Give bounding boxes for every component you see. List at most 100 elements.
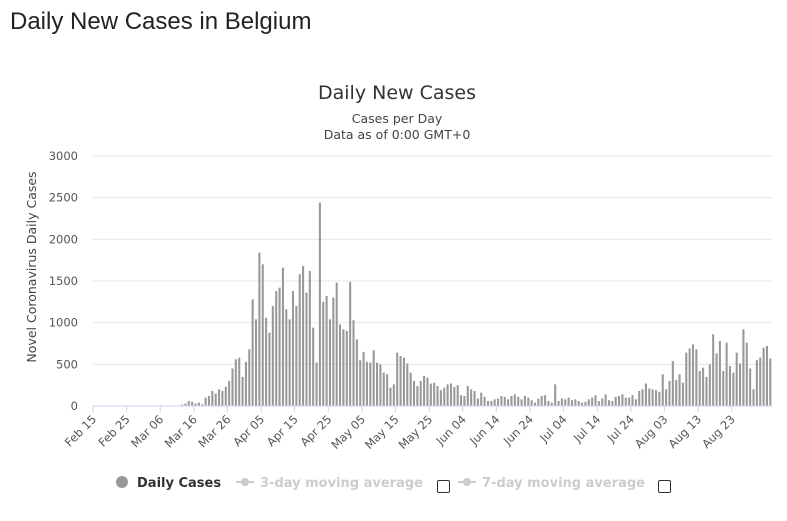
toggle-3-day-average-checkbox[interactable] <box>437 480 450 493</box>
daily-cases-bar[interactable] <box>588 399 590 406</box>
daily-cases-bar[interactable] <box>238 358 240 406</box>
daily-cases-bar[interactable] <box>591 398 593 406</box>
daily-cases-bar[interactable] <box>480 393 482 406</box>
daily-cases-bar[interactable] <box>373 350 375 406</box>
daily-cases-bar[interactable] <box>473 391 475 406</box>
daily-cases-bar[interactable] <box>578 401 580 406</box>
daily-cases-bar[interactable] <box>531 400 533 406</box>
daily-cases-bar[interactable] <box>682 383 684 406</box>
daily-cases-bar[interactable] <box>352 320 354 406</box>
daily-cases-bar[interactable] <box>252 299 254 406</box>
daily-cases-bar[interactable] <box>292 291 294 406</box>
daily-cases-bar[interactable] <box>510 396 512 406</box>
daily-cases-bar[interactable] <box>447 384 449 406</box>
daily-cases-bar[interactable] <box>689 349 691 407</box>
daily-cases-bar[interactable] <box>426 378 428 406</box>
daily-cases-bar[interactable] <box>504 397 506 406</box>
daily-cases-bar[interactable] <box>339 324 341 406</box>
daily-cases-bar[interactable] <box>366 362 368 406</box>
daily-cases-bar[interactable] <box>763 348 765 406</box>
daily-cases-bar[interactable] <box>322 302 324 406</box>
legend-item-daily-cases[interactable]: Daily Cases <box>116 476 221 491</box>
daily-cases-bar[interactable] <box>315 363 317 406</box>
daily-cases-bar[interactable] <box>709 364 711 406</box>
daily-cases-bar[interactable] <box>618 396 620 406</box>
daily-cases-bar[interactable] <box>279 288 281 406</box>
daily-cases-bar[interactable] <box>547 401 549 406</box>
daily-cases-bar[interactable] <box>215 394 217 407</box>
daily-cases-bar[interactable] <box>527 398 529 406</box>
daily-cases-bar[interactable] <box>285 309 287 406</box>
legend-item-7-day-average[interactable]: 7-day moving average <box>458 476 645 491</box>
daily-cases-bar[interactable] <box>722 371 724 406</box>
daily-cases-bar[interactable] <box>275 291 277 406</box>
daily-cases-bar[interactable] <box>228 381 230 406</box>
daily-cases-bar[interactable] <box>517 397 519 406</box>
daily-cases-bar[interactable] <box>484 397 486 406</box>
daily-cases-bar[interactable] <box>403 358 405 406</box>
daily-cases-bar[interactable] <box>568 398 570 406</box>
daily-cases-bar[interactable] <box>742 329 744 406</box>
daily-cases-bar[interactable] <box>608 400 610 406</box>
daily-cases-bar[interactable] <box>558 401 560 406</box>
daily-cases-bar[interactable] <box>235 359 237 406</box>
daily-cases-bar[interactable] <box>679 374 681 406</box>
daily-cases-bar[interactable] <box>732 373 734 406</box>
daily-cases-bar[interactable] <box>766 346 768 406</box>
daily-cases-bar[interactable] <box>460 395 462 406</box>
daily-cases-bar[interactable] <box>221 391 223 406</box>
daily-cases-bar[interactable] <box>430 384 432 407</box>
daily-cases-bar[interactable] <box>695 349 697 406</box>
toggle-7-day-average-checkbox[interactable] <box>658 480 671 493</box>
daily-cases-bar[interactable] <box>272 306 274 406</box>
daily-cases-bar[interactable] <box>752 389 754 406</box>
daily-cases-bar[interactable] <box>393 384 395 406</box>
daily-cases-bar[interactable] <box>594 395 596 406</box>
daily-cases-bar[interactable] <box>605 394 607 406</box>
daily-cases-bar[interactable] <box>440 390 442 406</box>
daily-cases-bar[interactable] <box>312 328 314 406</box>
daily-cases-bar[interactable] <box>705 377 707 406</box>
daily-cases-bar[interactable] <box>262 264 264 406</box>
daily-cases-bar[interactable] <box>477 399 479 407</box>
daily-cases-bar[interactable] <box>413 381 415 406</box>
daily-cases-bar[interactable] <box>302 266 304 406</box>
daily-cases-bar[interactable] <box>584 402 586 406</box>
daily-cases-bar[interactable] <box>490 401 492 406</box>
daily-cases-bar[interactable] <box>668 381 670 406</box>
daily-cases-bar[interactable] <box>675 380 677 406</box>
daily-cases-bar[interactable] <box>635 399 637 406</box>
daily-cases-bar[interactable] <box>537 399 539 407</box>
daily-cases-bar[interactable] <box>672 361 674 406</box>
daily-cases-bar[interactable] <box>231 369 233 407</box>
daily-cases-bar[interactable] <box>554 384 556 406</box>
daily-cases-bar[interactable] <box>379 364 381 406</box>
daily-cases-bar[interactable] <box>564 399 566 406</box>
daily-cases-bar[interactable] <box>289 319 291 406</box>
daily-cases-bar[interactable] <box>386 374 388 406</box>
daily-cases-bar[interactable] <box>437 386 439 406</box>
daily-cases-bar[interactable] <box>487 401 489 406</box>
daily-cases-bar[interactable] <box>665 389 667 406</box>
daily-cases-bar[interactable] <box>188 401 190 406</box>
daily-cases-bar[interactable] <box>712 334 714 406</box>
daily-cases-bar[interactable] <box>638 391 640 406</box>
daily-cases-bar[interactable] <box>282 268 284 406</box>
daily-cases-bar[interactable] <box>736 353 738 406</box>
daily-cases-bar[interactable] <box>329 319 331 406</box>
daily-cases-bar[interactable] <box>655 390 657 406</box>
daily-cases-bar[interactable] <box>699 371 701 406</box>
daily-cases-bar[interactable] <box>443 388 445 406</box>
daily-cases-bar[interactable] <box>416 386 418 406</box>
daily-cases-bar[interactable] <box>245 362 247 406</box>
daily-cases-bar[interactable] <box>702 368 704 406</box>
daily-cases-bar[interactable] <box>400 356 402 406</box>
daily-cases-bar[interactable] <box>396 353 398 406</box>
daily-cases-bar[interactable] <box>571 400 573 406</box>
daily-cases-bar[interactable] <box>615 397 617 406</box>
daily-cases-bar[interactable] <box>299 274 301 406</box>
daily-cases-bar[interactable] <box>363 352 365 406</box>
daily-cases-bar[interactable] <box>248 349 250 406</box>
daily-cases-bar[interactable] <box>561 399 563 407</box>
daily-cases-bar[interactable] <box>470 389 472 406</box>
